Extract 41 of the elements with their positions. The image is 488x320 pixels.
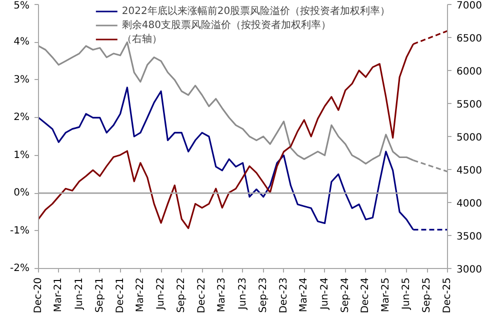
y2-tick-label: 5500 xyxy=(456,100,482,110)
x-tick-label: Jun-22 xyxy=(156,277,167,310)
x-tick-label: Mar-25 xyxy=(380,278,392,312)
y2-tick-label: 4000 xyxy=(456,198,482,210)
y-tick-label: 1% xyxy=(14,150,30,161)
x-tick-label: Sep-22 xyxy=(176,277,188,313)
legend-label: 剩余480支股票风险溢价（按投资者加权利率） xyxy=(122,18,331,32)
x-tick-label: Dec-24 xyxy=(360,277,372,314)
x-tick-label: Jun-21 xyxy=(74,277,85,310)
y2-tick-label: 6500 xyxy=(456,34,482,44)
x-tick-label: Sep-21 xyxy=(94,277,106,313)
x-tick-label: Jun-25 xyxy=(401,277,412,310)
legend-label: 2022年底以来涨幅前20股票风险溢价（按投资者加权利率） xyxy=(122,4,390,18)
x-tick-label: Mar-24 xyxy=(298,278,310,312)
y2-tick-label: 5000 xyxy=(456,132,482,144)
x-tick-label: Sep-24 xyxy=(340,277,351,313)
y-tick-label: 0% xyxy=(14,188,30,199)
y-tick-label: -1% xyxy=(10,225,30,236)
x-tick-label: Dec-20 xyxy=(33,277,44,314)
y-tick-label: 3% xyxy=(14,74,30,86)
x-tick-label: Dec-22 xyxy=(196,277,208,314)
y-tick-label: 2% xyxy=(14,112,30,124)
y2-tick-label: 7000 xyxy=(456,0,482,12)
x-tick-label: Dec-23 xyxy=(278,277,290,314)
x-tick-label: Jun-24 xyxy=(319,277,330,310)
x-tick-label: Sep-25 xyxy=(422,277,433,313)
x-tick-label: Mar-23 xyxy=(216,278,228,312)
y-tick-label: 5% xyxy=(14,0,30,12)
y-tick-label: 4% xyxy=(14,36,30,48)
y2-tick-label: 3000 xyxy=(456,264,482,276)
y2-tick-label: 3500 xyxy=(456,232,482,242)
x-tick-label: Dec-25 xyxy=(442,277,453,314)
x-tick-label: Jun-23 xyxy=(237,277,248,310)
x-tick-label: Mar-22 xyxy=(134,278,146,312)
y2-tick-label: 6000 xyxy=(456,66,482,78)
x-tick-label: Dec-21 xyxy=(114,277,126,314)
x-tick-label: Mar-21 xyxy=(53,278,64,312)
x-tick-label: Sep-23 xyxy=(258,277,269,313)
y-tick-label: -2% xyxy=(10,263,30,274)
y2-tick-label: 4500 xyxy=(456,166,482,176)
legend-label: （右轴） xyxy=(122,32,162,46)
